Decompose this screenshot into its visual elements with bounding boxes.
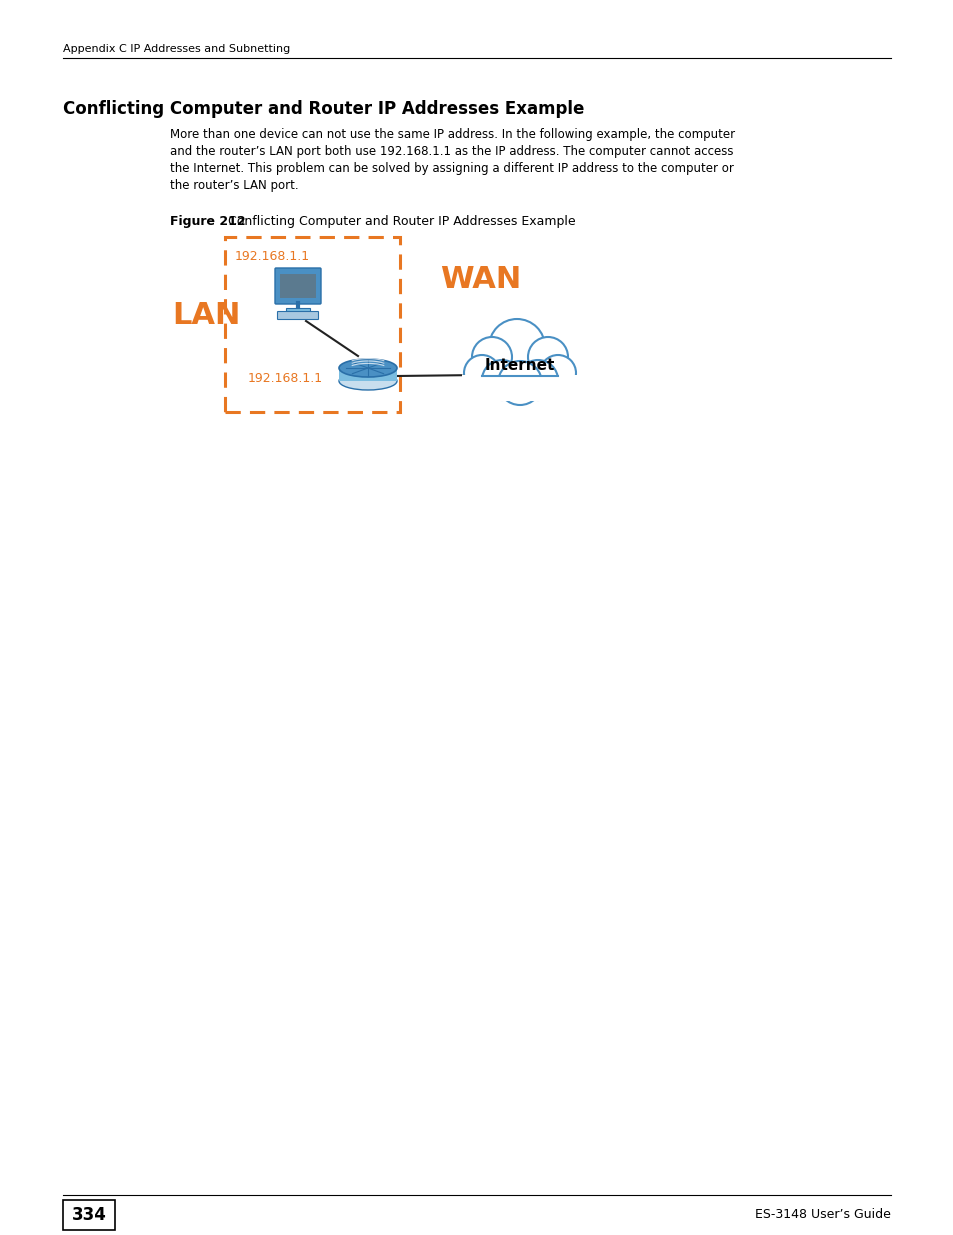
Text: Appendix C IP Addresses and Subnetting: Appendix C IP Addresses and Subnetting xyxy=(63,44,290,54)
Text: More than one device can not use the same IP address. In the following example, : More than one device can not use the sam… xyxy=(170,128,735,141)
FancyBboxPatch shape xyxy=(277,311,318,320)
Polygon shape xyxy=(338,368,396,382)
Circle shape xyxy=(488,317,545,375)
Text: Figure 212: Figure 212 xyxy=(170,215,245,228)
Circle shape xyxy=(489,319,544,375)
FancyBboxPatch shape xyxy=(274,268,320,304)
Circle shape xyxy=(527,337,567,377)
Text: 334: 334 xyxy=(71,1207,107,1224)
Text: WAN: WAN xyxy=(439,266,520,294)
Text: ES-3148 User’s Guide: ES-3148 User’s Guide xyxy=(755,1209,890,1221)
Circle shape xyxy=(471,336,513,378)
Ellipse shape xyxy=(338,372,396,390)
Circle shape xyxy=(463,354,499,391)
Bar xyxy=(461,375,578,401)
Circle shape xyxy=(481,359,521,400)
FancyBboxPatch shape xyxy=(286,308,310,312)
Circle shape xyxy=(539,354,576,391)
Circle shape xyxy=(526,336,568,378)
Circle shape xyxy=(497,359,542,406)
Text: Conflicting Computer and Router IP Addresses Example: Conflicting Computer and Router IP Addre… xyxy=(63,100,584,119)
Text: and the router’s LAN port both use 192.168.1.1 as the IP address. The computer c: and the router’s LAN port both use 192.1… xyxy=(170,144,733,158)
Text: Conflicting Computer and Router IP Addresses Example: Conflicting Computer and Router IP Addre… xyxy=(228,215,575,228)
Bar xyxy=(63,1200,115,1230)
Circle shape xyxy=(497,361,541,405)
Circle shape xyxy=(517,359,558,400)
Circle shape xyxy=(538,354,577,391)
Text: 192.168.1.1: 192.168.1.1 xyxy=(234,249,310,263)
Text: the router’s LAN port.: the router’s LAN port. xyxy=(170,179,298,191)
Circle shape xyxy=(517,359,558,401)
Ellipse shape xyxy=(338,359,396,377)
Text: LAN: LAN xyxy=(172,300,240,330)
Bar xyxy=(225,237,399,412)
Circle shape xyxy=(472,337,512,377)
Text: Internet: Internet xyxy=(484,357,555,373)
Text: the Internet. This problem can be solved by assigning a different IP address to : the Internet. This problem can be solved… xyxy=(170,162,733,175)
Text: 192.168.1.1: 192.168.1.1 xyxy=(248,372,323,385)
Circle shape xyxy=(462,354,500,391)
Circle shape xyxy=(480,359,522,401)
FancyBboxPatch shape xyxy=(280,274,315,298)
